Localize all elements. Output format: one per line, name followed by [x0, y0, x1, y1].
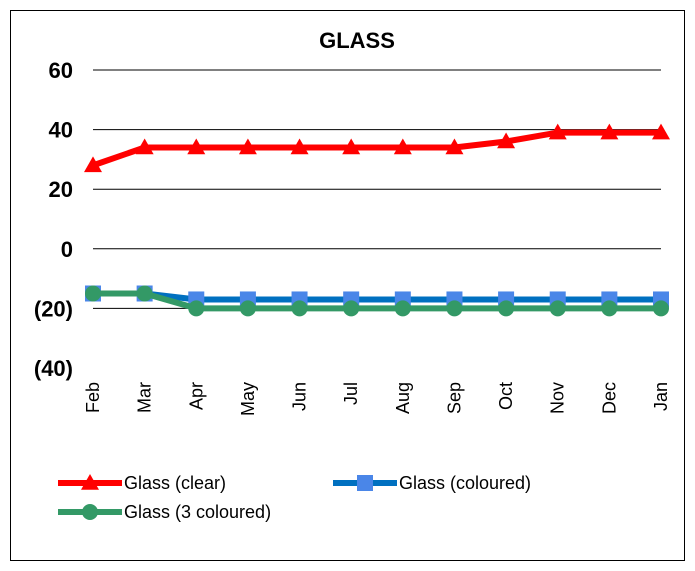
chart-frame — [10, 10, 685, 561]
x-tick-label: Jul — [341, 382, 361, 405]
y-tick-label: 40 — [49, 118, 73, 143]
data-point — [652, 123, 670, 140]
legend-marker — [357, 475, 373, 491]
series-line — [93, 290, 661, 303]
data-point — [446, 300, 463, 317]
series-1 — [84, 123, 670, 173]
series-3 — [85, 285, 669, 317]
y-axis-ticks: 60 40 20 0 (20) (40) — [34, 58, 73, 381]
legend-marker — [82, 504, 98, 520]
x-tick-label: Dec — [599, 382, 619, 414]
y-tick-label: 20 — [49, 177, 73, 202]
data-point — [601, 300, 618, 317]
y-tick-label: (40) — [34, 356, 73, 381]
data-point — [600, 123, 619, 140]
series-line — [93, 290, 661, 312]
data-point — [135, 138, 154, 155]
data-point — [549, 300, 566, 317]
chart-title: GLASS — [319, 28, 395, 53]
data-point — [290, 138, 309, 155]
legend: Glass (clear) Glass (coloured) Glass (3 co… — [58, 473, 531, 522]
data-point — [342, 138, 361, 155]
gridlines — [93, 69, 661, 309]
data-point — [653, 300, 669, 317]
series-line — [92, 129, 661, 169]
data-point — [187, 138, 206, 155]
legend-item: Glass (coloured) — [333, 473, 531, 493]
series-group — [84, 123, 670, 317]
x-tick-label: Aug — [393, 382, 413, 414]
x-tick-label: Apr — [186, 382, 206, 410]
legend-item: Glass (clear) — [58, 473, 226, 493]
x-tick-label: Nov — [548, 382, 568, 414]
y-tick-label: 0 — [61, 237, 73, 262]
data-point — [445, 138, 464, 155]
data-point — [394, 300, 411, 317]
data-point — [239, 300, 256, 317]
x-tick-label: Mar — [135, 382, 155, 413]
legend-label: Glass (clear) — [124, 473, 226, 493]
y-tick-label: 60 — [49, 58, 73, 83]
data-point — [84, 156, 102, 173]
data-point — [238, 138, 257, 155]
legend-label: Glass (coloured) — [399, 473, 531, 493]
legend-marker — [81, 474, 99, 490]
legend-label: Glass (3 coloured) — [124, 502, 271, 522]
x-axis-ticks: Feb Mar Apr May Jun Jul Aug Sep Oct Nov Dec Jan — [83, 382, 671, 416]
data-point — [393, 138, 412, 155]
x-tick-label: Sep — [444, 382, 464, 414]
data-point — [291, 300, 308, 317]
legend-item: Glass (3 coloured) — [58, 502, 271, 522]
data-point — [85, 285, 101, 302]
data-point — [188, 300, 205, 317]
data-point — [343, 300, 360, 317]
x-tick-label: Oct — [496, 382, 516, 410]
data-point — [498, 300, 515, 317]
y-tick-label: (20) — [34, 296, 73, 321]
data-point — [548, 123, 567, 140]
data-point — [136, 285, 153, 302]
x-tick-label: May — [238, 382, 258, 416]
data-point — [497, 132, 516, 149]
x-tick-label: Jan — [651, 382, 671, 411]
x-tick-label: Jun — [290, 382, 310, 411]
x-tick-label: Feb — [83, 382, 103, 413]
